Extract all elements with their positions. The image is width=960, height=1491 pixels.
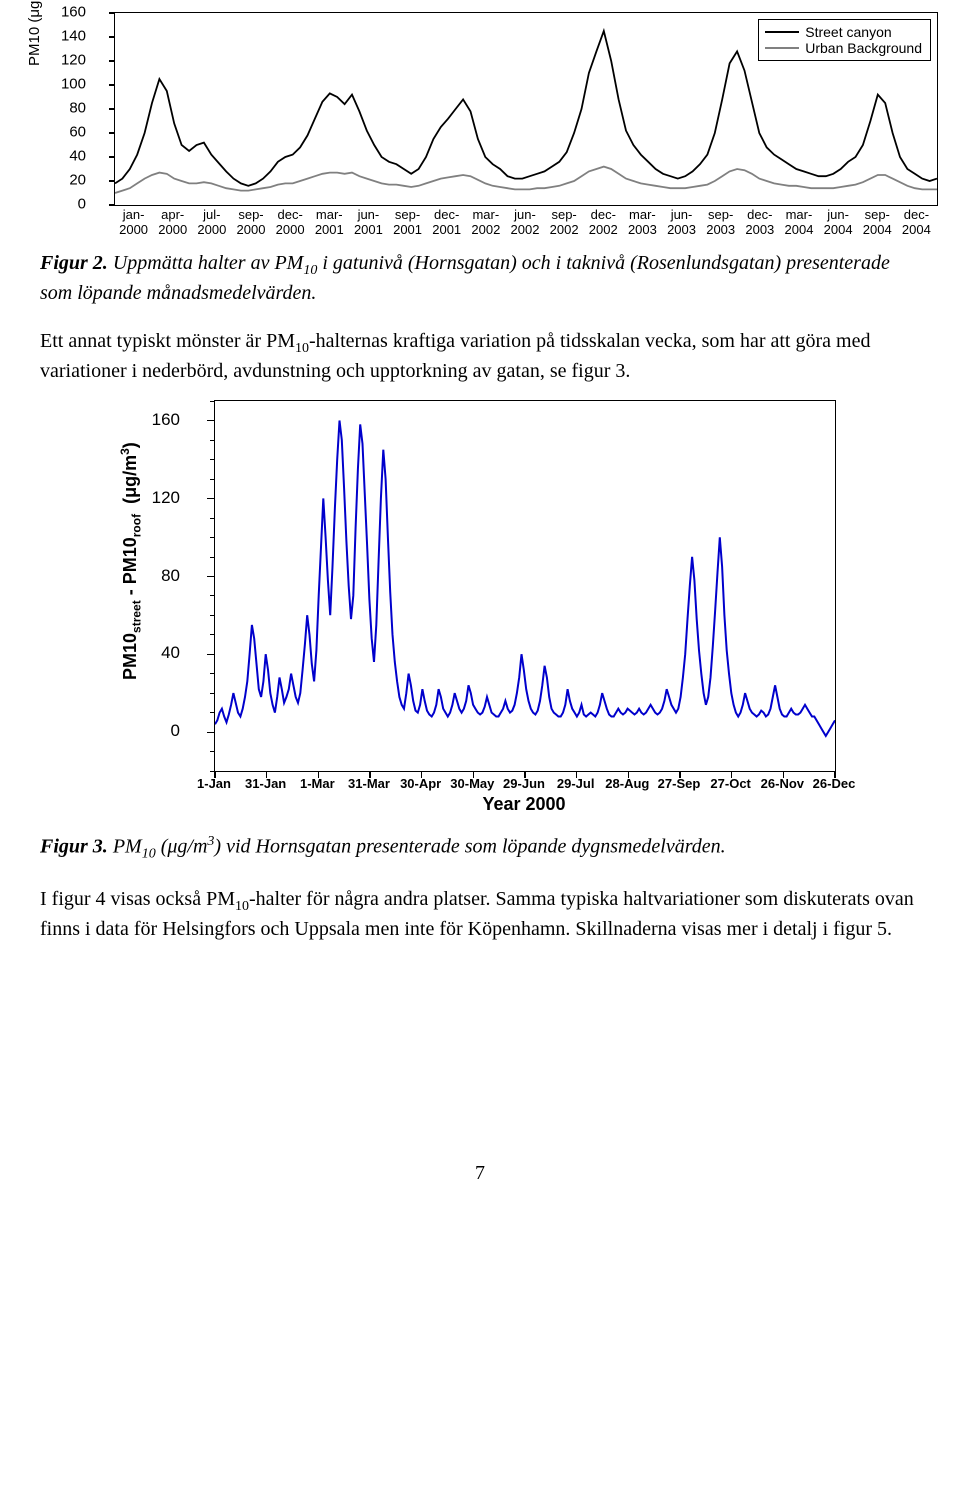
chart1-xtick-label: mar- 2003 <box>623 208 662 238</box>
figure2-caption: Figur 2. Uppmätta halter av PM10 i gatun… <box>40 250 920 306</box>
legend-line-sample <box>765 47 799 49</box>
chart1-legend: Street canyonUrban Background <box>758 19 931 61</box>
chart2-xtick-label: 1-Mar <box>300 776 335 791</box>
figure3-text-b: (μg/m <box>156 836 208 858</box>
chart1-ytick-label: 100 <box>61 76 86 93</box>
chart1-xtick-label: apr- 2000 <box>153 208 192 238</box>
chart2-xticklabels: 1-Jan31-Jan1-Mar31-Mar30-Apr30-May29-Jun… <box>214 776 834 794</box>
chart1-xtick-label: sep- 2004 <box>858 208 897 238</box>
chart1-xtick-label: dec- 2002 <box>584 208 623 238</box>
para2-a: I figur 4 visas också PM <box>40 888 235 910</box>
chart1-xtick-label: mar- 2004 <box>779 208 818 238</box>
chart1-xtick-label: dec- 2001 <box>427 208 466 238</box>
chart1-ytick-label: 0 <box>78 196 86 213</box>
chart2-ytick-label: 160 <box>152 410 180 430</box>
chart1-xtick-label: jul- 2000 <box>192 208 231 238</box>
chart2-ytick-label: 120 <box>152 488 180 508</box>
chart1-ytick-label: 120 <box>61 52 86 69</box>
chart2-xtick-label: 30-Apr <box>400 776 441 791</box>
chart1-ytick-label: 80 <box>69 100 86 117</box>
chart2-xtick-label: 30-May <box>450 776 494 791</box>
chart1-ylabel: PM10 (μg m-3) <box>26 0 43 66</box>
chart1-xtick-label: jan- 2000 <box>114 208 153 238</box>
chart1-series-line <box>115 167 937 193</box>
chart1-xtick-label: jun- 2003 <box>662 208 701 238</box>
chart2-ytick-label: 40 <box>161 643 180 663</box>
chart1-xticklabels: jan- 2000apr- 2000jul- 2000sep- 2000dec-… <box>114 208 936 238</box>
chart2-series-line <box>215 421 835 736</box>
chart1-legend-item: Urban Background <box>765 40 922 56</box>
legend-line-sample <box>765 31 799 33</box>
paragraph-1: Ett annat typiskt mönster är PM10-halter… <box>40 328 920 384</box>
chart2-xtick-label: 31-Jan <box>245 776 286 791</box>
chart1-xtick-label: dec- 2000 <box>271 208 310 238</box>
chart1-xtick-label: sep- 2002 <box>545 208 584 238</box>
chart1-ytick-label: 60 <box>69 124 86 141</box>
page-number: 7 <box>40 1162 920 1185</box>
figure3-text-a: PM <box>108 836 142 858</box>
chart1-plot: Street canyonUrban Background <box>114 12 938 206</box>
chart2-xtick-label: 31-Mar <box>348 776 390 791</box>
chart1-container: PM10 (μg m-3) 020406080100120140160 Stre… <box>40 12 940 238</box>
chart2-ytick-label: 0 <box>171 721 180 741</box>
chart1-xtick-label: mar- 2001 <box>310 208 349 238</box>
figure2-sub1: 10 <box>303 263 317 278</box>
chart2-ytick-label: 80 <box>161 566 180 586</box>
chart1-ytick-label: 40 <box>69 148 86 165</box>
chart1-xtick-label: sep- 2000 <box>231 208 270 238</box>
chart2-xtick-label: 1-Jan <box>197 776 231 791</box>
chart2-xtick-label: 26-Dec <box>813 776 856 791</box>
chart1-xtick-label: mar- 2002 <box>466 208 505 238</box>
chart1-xtick-label: jun- 2002 <box>505 208 544 238</box>
chart2-xtick-label: 27-Oct <box>710 776 750 791</box>
chart1-xtick-label: dec- 2003 <box>740 208 779 238</box>
chart1-xtick-label: sep- 2001 <box>388 208 427 238</box>
chart1-ytick-label: 140 <box>61 28 86 45</box>
legend-label: Street canyon <box>805 24 891 40</box>
figure3-sub1: 10 <box>142 847 156 862</box>
chart1-xtick-label: dec- 2004 <box>897 208 936 238</box>
para1-a: Ett annat typiskt mönster är PM <box>40 330 295 352</box>
figure3-caption: Figur 3. PM10 (μg/m3) vid Hornsgatan pre… <box>40 833 920 864</box>
chart2-xtick-label: 27-Sep <box>658 776 701 791</box>
legend-label: Urban Background <box>805 40 922 56</box>
figure2-text-a: Uppmätta halter av PM <box>108 252 304 274</box>
para1-sub: 10 <box>295 341 309 356</box>
chart1-legend-item: Street canyon <box>765 24 922 40</box>
chart1-xtick-label: jun- 2001 <box>349 208 388 238</box>
figure3-lead: Figur 3. <box>40 836 108 858</box>
chart2-svg <box>215 401 835 771</box>
chart1-ytick-label: 20 <box>69 172 86 189</box>
chart2-xtick-label: 29-Jul <box>557 776 595 791</box>
chart2-xtick-label: 28-Aug <box>605 776 649 791</box>
figure2-lead: Figur 2. <box>40 252 108 274</box>
chart2-plot <box>214 400 836 772</box>
chart1-ytick-label: 160 <box>61 4 86 21</box>
chart2-xtick-label: 26-Nov <box>761 776 804 791</box>
chart1-xtick-label: jun- 2004 <box>819 208 858 238</box>
chart1-xtick-label: sep- 2003 <box>701 208 740 238</box>
chart2-container: PM10street - PM10roof (μg/m3) 0 40 80 120 16… <box>110 400 850 815</box>
chart2-xlabel: Year 2000 <box>214 794 834 815</box>
para2-sub: 10 <box>235 899 249 914</box>
paragraph-2: I figur 4 visas också PM10-halter för nå… <box>40 886 920 942</box>
figure3-text-c: ) vid Hornsgatan presenterade som löpand… <box>214 836 725 858</box>
chart2-xtick-label: 29-Jun <box>503 776 545 791</box>
chart2-ylabel: PM10street - PM10roof (μg/m3) <box>118 442 144 680</box>
